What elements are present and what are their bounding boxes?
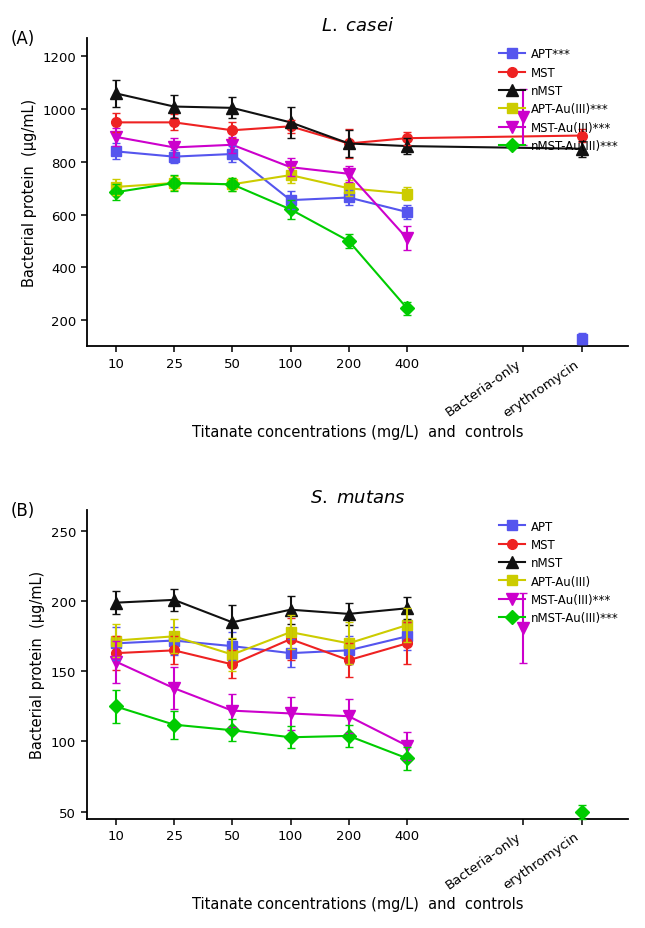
APT-Au(III) bbox=[403, 620, 411, 631]
Text: (A): (A) bbox=[11, 30, 35, 47]
nMST-Au(III)*** bbox=[112, 701, 119, 712]
APT-Au(III)*** bbox=[170, 178, 178, 189]
nMST-Au(III)*** bbox=[345, 730, 353, 741]
Line: APT-Au(III)***: APT-Au(III)*** bbox=[111, 171, 412, 200]
APT-Au(III)*** bbox=[286, 171, 294, 182]
APT bbox=[170, 636, 178, 647]
nMST-Au(III)*** bbox=[403, 753, 411, 764]
APT-Au(III) bbox=[228, 650, 236, 661]
Line: nMST: nMST bbox=[110, 89, 588, 155]
MST-Au(III)*** bbox=[170, 143, 178, 154]
Line: APT-Au(III): APT-Au(III) bbox=[111, 621, 412, 660]
nMST bbox=[112, 598, 119, 609]
APT bbox=[112, 638, 119, 650]
nMST-Au(III)*** bbox=[345, 236, 353, 247]
APT*** bbox=[286, 196, 294, 207]
MST-Au(III)*** bbox=[228, 140, 236, 151]
nMST bbox=[286, 118, 294, 129]
MST-Au(III)*** bbox=[403, 741, 411, 752]
nMST-Au(III)*** bbox=[170, 719, 178, 730]
MST-Au(III)*** bbox=[286, 708, 294, 719]
MST-Au(III)*** bbox=[228, 705, 236, 716]
nMST bbox=[112, 89, 119, 100]
MST bbox=[403, 638, 411, 650]
Y-axis label: Bacterial protein  (μg/mL): Bacterial protein (μg/mL) bbox=[22, 99, 37, 287]
nMST-Au(III)*** bbox=[228, 725, 236, 736]
nMST-Au(III)*** bbox=[286, 732, 294, 743]
MST bbox=[578, 131, 586, 142]
MST bbox=[112, 648, 119, 659]
nMST bbox=[228, 617, 236, 628]
MST bbox=[112, 118, 119, 129]
nMST bbox=[578, 144, 586, 155]
APT-Au(III) bbox=[286, 627, 294, 638]
X-axis label: Titanate concentrations (mg/L)  and  controls: Titanate concentrations (mg/L) and contr… bbox=[192, 896, 523, 911]
Line: MST-Au(III)***: MST-Au(III)*** bbox=[110, 132, 413, 245]
Line: nMST-Au(III)***: nMST-Au(III)*** bbox=[111, 179, 412, 314]
nMST bbox=[170, 595, 178, 606]
Line: nMST: nMST bbox=[110, 595, 413, 628]
APT-Au(III) bbox=[112, 636, 119, 647]
APT*** bbox=[228, 149, 236, 161]
nMST bbox=[345, 609, 353, 620]
MST bbox=[228, 659, 236, 670]
Legend: APT, MST, nMST, APT-Au(III), MST-Au(III)***, nMST-Au(III)***: APT, MST, nMST, APT-Au(III), MST-Au(III)… bbox=[496, 517, 622, 628]
APT-Au(III)*** bbox=[112, 182, 119, 193]
Title: $\it{S.}$ $\it{mutans}$: $\it{S.}$ $\it{mutans}$ bbox=[310, 488, 406, 507]
nMST bbox=[345, 138, 353, 149]
nMST bbox=[286, 604, 294, 615]
nMST bbox=[170, 102, 178, 113]
APT-Au(III) bbox=[345, 638, 353, 650]
APT*** bbox=[112, 147, 119, 158]
MST bbox=[345, 138, 353, 149]
APT bbox=[286, 648, 294, 659]
MST-Au(III)*** bbox=[286, 162, 294, 174]
MST-Au(III)*** bbox=[345, 711, 353, 722]
Line: MST: MST bbox=[111, 635, 412, 669]
MST-Au(III)*** bbox=[403, 234, 411, 245]
MST bbox=[345, 655, 353, 666]
nMST bbox=[403, 603, 411, 614]
nMST bbox=[403, 141, 411, 152]
Line: MST: MST bbox=[111, 119, 586, 149]
APT-Au(III)*** bbox=[228, 179, 236, 190]
MST-Au(III)*** bbox=[345, 169, 353, 180]
MST bbox=[403, 134, 411, 145]
nMST-Au(III)*** bbox=[170, 178, 178, 189]
nMST-Au(III)*** bbox=[228, 179, 236, 190]
X-axis label: Titanate concentrations (mg/L)  and  controls: Titanate concentrations (mg/L) and contr… bbox=[192, 425, 523, 440]
APT*** bbox=[170, 152, 178, 163]
Line: nMST-Au(III)***: nMST-Au(III)*** bbox=[111, 702, 412, 764]
Legend: APT***, MST, nMST, APT-Au(III)***, MST-Au(III)***, nMST-Au(III)***: APT***, MST, nMST, APT-Au(III)***, MST-A… bbox=[496, 45, 622, 157]
MST bbox=[286, 122, 294, 133]
Line: APT: APT bbox=[111, 632, 412, 658]
MST bbox=[170, 645, 178, 656]
MST bbox=[286, 634, 294, 645]
APT-Au(III) bbox=[170, 631, 178, 642]
Y-axis label: Bacterial protein  (μg/mL): Bacterial protein (μg/mL) bbox=[30, 571, 45, 758]
APT bbox=[345, 645, 353, 656]
nMST-Au(III)*** bbox=[286, 204, 294, 215]
MST bbox=[170, 118, 178, 129]
nMST bbox=[228, 103, 236, 114]
MST bbox=[228, 125, 236, 136]
APT bbox=[228, 641, 236, 652]
Title: $\it{L.}$ $\it{casei}$: $\it{L.}$ $\it{casei}$ bbox=[321, 17, 394, 34]
Line: MST-Au(III)***: MST-Au(III)*** bbox=[110, 656, 413, 752]
MST-Au(III)*** bbox=[112, 656, 119, 667]
MST-Au(III)*** bbox=[170, 683, 178, 694]
nMST-Au(III)*** bbox=[112, 187, 119, 199]
nMST-Au(III)*** bbox=[403, 303, 411, 315]
APT-Au(III)*** bbox=[345, 184, 353, 195]
APT*** bbox=[345, 193, 353, 204]
APT*** bbox=[403, 207, 411, 218]
MST-Au(III)*** bbox=[112, 132, 119, 143]
Line: APT***: APT*** bbox=[111, 148, 412, 218]
APT-Au(III)*** bbox=[403, 188, 411, 200]
Text: (B): (B) bbox=[11, 501, 35, 520]
APT bbox=[403, 631, 411, 642]
